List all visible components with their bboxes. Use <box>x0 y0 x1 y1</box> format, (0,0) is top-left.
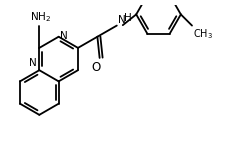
Text: CH$_3$: CH$_3$ <box>193 27 213 41</box>
Text: N: N <box>30 58 37 69</box>
Text: O: O <box>92 61 101 74</box>
Text: N: N <box>118 15 125 25</box>
Text: N: N <box>60 31 68 41</box>
Text: NH$_2$: NH$_2$ <box>30 10 51 24</box>
Text: H: H <box>124 13 131 23</box>
